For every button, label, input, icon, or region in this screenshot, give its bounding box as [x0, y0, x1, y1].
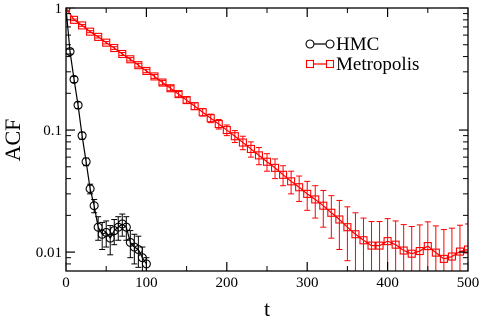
data-point: [351, 230, 360, 239]
data-point: [319, 201, 328, 210]
y-tick-label-1: 1: [55, 1, 63, 17]
data-point: [423, 242, 432, 251]
legend-marker: [325, 59, 335, 69]
data-point: [407, 249, 416, 258]
data-point: [367, 241, 376, 250]
data-point: [137, 253, 147, 263]
data-point: [391, 240, 400, 249]
data-point: [81, 157, 91, 167]
data-point: [89, 201, 99, 211]
legend-entry-hmc: HMC: [305, 34, 379, 55]
data-point: [97, 229, 107, 239]
data-point: [85, 184, 95, 194]
data-point: [110, 43, 119, 53]
series-line-metropolis: [66, 8, 468, 260]
legend-label-metropolis: Metropolis: [336, 54, 419, 75]
legend-entry-metropolis: Metropolis: [305, 54, 419, 75]
data-point: [327, 208, 336, 217]
data-point: [77, 131, 87, 141]
series-metropolis: [66, 8, 468, 271]
data-point: [73, 100, 83, 110]
data-point: [93, 222, 103, 232]
data-point: [463, 245, 468, 254]
data-point: [311, 195, 320, 204]
data-point: [230, 132, 239, 141]
x-tick-label-100: 100: [135, 275, 158, 291]
data-point: [206, 114, 215, 123]
data-point: [69, 74, 79, 84]
x-axis-title: t: [264, 296, 270, 321]
data-point: [399, 246, 408, 255]
data-point: [262, 157, 272, 166]
data-point: [375, 241, 384, 250]
data-point: [359, 236, 368, 245]
data-point: [190, 102, 199, 111]
data-point: [295, 183, 304, 192]
data-point: [102, 38, 111, 47]
data-point: [431, 248, 440, 257]
data-point: [279, 170, 288, 179]
data-point: [287, 177, 296, 186]
data-point: [134, 61, 143, 70]
data-point: [105, 233, 115, 243]
x-tick-label-0: 0: [62, 275, 70, 291]
data-point: [246, 144, 255, 154]
data-point: [182, 96, 191, 105]
data-point: [343, 223, 352, 232]
data-point: [150, 72, 159, 81]
data-point: [174, 90, 183, 99]
data-point: [121, 222, 131, 232]
data-point: [126, 55, 135, 64]
data-point: [86, 27, 95, 36]
data-point: [78, 21, 87, 30]
y-axis-title: ACF: [0, 119, 25, 162]
legend-marker: [325, 39, 335, 49]
data-point: [166, 84, 175, 93]
data-point: [142, 66, 151, 75]
y-tick-label-0.01: 0.01: [36, 245, 62, 261]
x-tick-label-400: 400: [376, 275, 399, 291]
data-point: [118, 49, 127, 59]
x-tick-label-300: 300: [296, 275, 319, 291]
legend-marker: [305, 59, 315, 69]
data-point: [254, 151, 264, 160]
legend-label-hmc: HMC: [336, 34, 379, 55]
data-point: [222, 125, 231, 135]
x-tick-label-500: 500: [457, 275, 480, 291]
data-point: [214, 119, 223, 129]
series-hmc: [66, 8, 151, 271]
x-tick-label-200: 200: [216, 275, 239, 291]
data-point: [270, 163, 280, 172]
data-point: [198, 108, 207, 117]
data-point: [383, 237, 392, 246]
data-point: [133, 244, 143, 255]
data-point: [415, 246, 424, 256]
data-point: [303, 189, 312, 198]
data-point: [158, 78, 167, 87]
y-tick-label-0.1: 0.1: [43, 123, 62, 139]
data-point: [238, 138, 247, 147]
data-point: [94, 32, 103, 41]
data-point: [335, 215, 344, 224]
legend-marker: [305, 39, 315, 49]
data-point: [439, 254, 448, 263]
data-point: [447, 252, 456, 261]
